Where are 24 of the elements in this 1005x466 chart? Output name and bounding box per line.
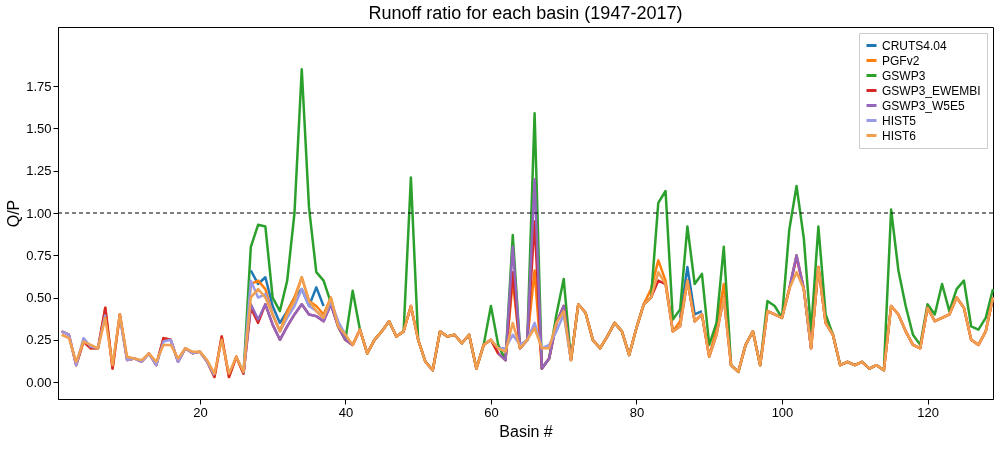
legend-label: CRUTS4.04 <box>882 38 948 53</box>
x-axis-title: Basin # <box>499 422 553 440</box>
y-tick-label: 0.75 <box>26 247 52 263</box>
x-tick-label: 20 <box>193 404 208 420</box>
y-tick-label: 0.50 <box>26 290 52 306</box>
x-tick-label: 60 <box>484 404 499 420</box>
y-tick-label: 1.75 <box>26 78 52 94</box>
legend-label: HIST5 <box>882 113 917 128</box>
y-tick-label: 1.00 <box>26 205 52 221</box>
x-tick-label: 120 <box>917 404 939 420</box>
chart-title: Runoff ratio for each basin (1947-2017) <box>368 3 683 23</box>
legend-label: GSWP3_EWEMBI <box>882 83 981 98</box>
x-tick-label: 100 <box>771 404 794 420</box>
legend-label: HIST6 <box>882 128 917 143</box>
legend-label: GSWP3_W5E5 <box>882 98 966 113</box>
y-tick-label: 1.25 <box>26 163 52 179</box>
x-tick-label: 80 <box>629 404 645 420</box>
y-tick-label: 1.50 <box>26 120 52 136</box>
y-tick-label: 0.00 <box>26 374 52 390</box>
y-tick-label: 0.25 <box>26 332 52 348</box>
legend-label: GSWP3 <box>882 68 926 83</box>
legend-label: PGFv2 <box>882 53 920 68</box>
y-axis-title: Q/P <box>5 199 23 228</box>
x-tick-label: 40 <box>338 404 354 420</box>
